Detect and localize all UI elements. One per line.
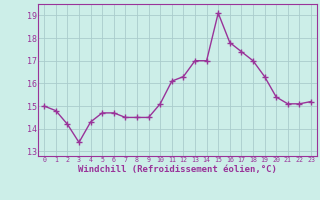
X-axis label: Windchill (Refroidissement éolien,°C): Windchill (Refroidissement éolien,°C) bbox=[78, 165, 277, 174]
